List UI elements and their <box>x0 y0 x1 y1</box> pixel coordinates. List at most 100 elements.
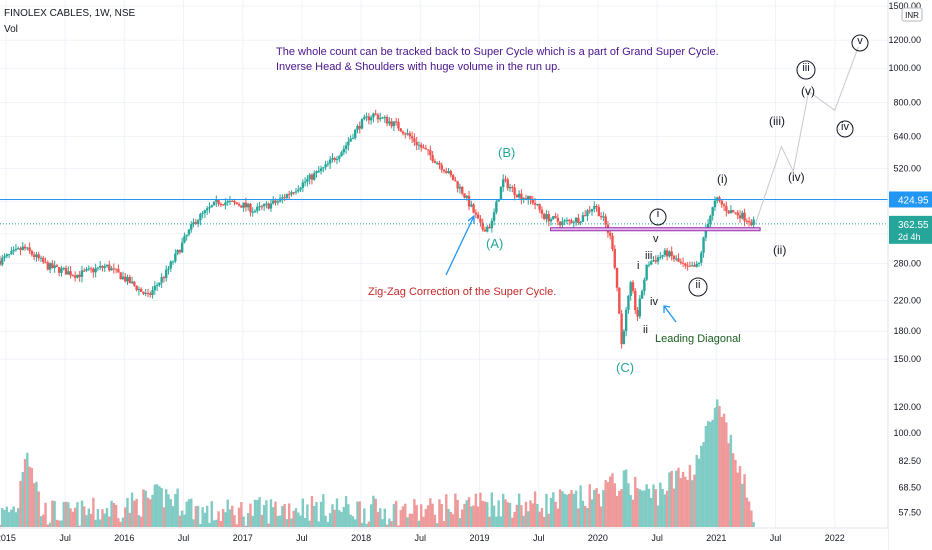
volume-bar <box>686 479 689 527</box>
candle-body <box>654 260 657 262</box>
volume-bar <box>675 470 678 527</box>
candle-body <box>572 222 575 224</box>
volume-bar <box>319 501 323 527</box>
candle-body <box>165 269 168 279</box>
volume-bar <box>565 494 569 527</box>
volume-bar <box>35 481 38 527</box>
candle-body <box>212 201 216 206</box>
volume-bar <box>399 510 402 527</box>
candle-body <box>681 262 685 264</box>
candle-body <box>326 163 330 165</box>
candle-body <box>26 247 29 249</box>
candle-body <box>734 212 737 214</box>
volume-bar <box>394 500 398 527</box>
candle-body <box>741 212 744 219</box>
volume-bar <box>58 520 61 527</box>
volume-bar <box>5 506 9 527</box>
candle-body <box>624 309 628 332</box>
candle-body <box>438 162 441 165</box>
volume-bar <box>602 490 605 527</box>
volume-bar <box>577 508 580 527</box>
volume-bar <box>201 507 204 527</box>
candle-body <box>217 200 220 204</box>
volume-bar <box>32 483 36 527</box>
candle-body <box>508 186 512 189</box>
candle-body <box>155 285 159 287</box>
candle-body <box>3 256 6 258</box>
volume-bar <box>46 524 50 527</box>
candle-body <box>713 200 717 208</box>
volume-bar <box>388 518 391 527</box>
volume-bar <box>508 502 512 527</box>
candle-body <box>80 270 84 277</box>
volume-bar <box>278 515 282 527</box>
volume-bar <box>167 494 170 527</box>
volume-bar <box>231 505 234 527</box>
candle-body <box>568 220 571 222</box>
time-tick-label: 2021 <box>706 533 726 543</box>
candle-body <box>105 264 109 267</box>
candle-body <box>672 255 676 260</box>
volume-bar <box>497 500 500 527</box>
volume-bar <box>458 518 462 527</box>
volume-bar <box>729 434 733 527</box>
volume-bar <box>513 511 516 527</box>
volume-bar <box>665 490 669 527</box>
candle-body <box>602 216 605 218</box>
note-line-1: The whole count can be tracked back to S… <box>276 46 719 58</box>
volume-bar <box>26 452 29 527</box>
candle-body <box>35 254 38 258</box>
volume-bar <box>529 500 532 527</box>
candle-body <box>349 138 352 142</box>
volume-bar <box>224 512 227 527</box>
volume-bar <box>472 505 475 527</box>
time-tick-label: Jul <box>296 533 308 543</box>
wave-label-A: (A) <box>486 236 504 251</box>
volume-bar <box>142 489 145 527</box>
volume-bar <box>590 499 594 527</box>
volume-bar <box>285 519 289 527</box>
candle-body <box>465 195 468 198</box>
volume-bar <box>435 523 439 527</box>
candle-body <box>709 215 712 224</box>
volume-bar <box>390 521 393 527</box>
candle-body <box>638 298 642 317</box>
volume-bar <box>706 421 710 527</box>
candle-body <box>351 138 355 140</box>
candle-body <box>451 175 455 181</box>
volume-bar <box>558 489 562 527</box>
volume-bar <box>381 519 384 527</box>
candle-body <box>524 198 528 200</box>
price-tick-label: 180.00 <box>893 326 921 336</box>
candle-body <box>267 203 270 209</box>
volume-bar <box>429 498 432 527</box>
volume-bar <box>413 499 416 527</box>
candle-body <box>490 220 494 229</box>
volume-bar <box>426 505 430 527</box>
volume-bar <box>415 505 418 527</box>
volume-tick-label: 82.50 <box>898 456 921 466</box>
volume-bar <box>110 500 113 527</box>
volume-bar <box>483 501 487 527</box>
volume-bar <box>659 482 662 527</box>
candle-body <box>415 142 418 146</box>
candle-body <box>313 173 316 180</box>
volume-bar <box>672 488 676 527</box>
time-tick-label: Jul <box>415 533 427 543</box>
candle-body <box>215 200 218 202</box>
resistance-price-label: 424.95 <box>898 195 929 206</box>
candle-body <box>328 159 332 164</box>
candle-body <box>356 125 359 130</box>
volume-bar <box>536 503 539 527</box>
candle-body <box>167 268 170 270</box>
time-tick-label: Jul <box>770 533 782 543</box>
candle-body <box>527 195 530 200</box>
candle-body <box>48 263 52 270</box>
volume-bar <box>588 484 591 527</box>
volume-bar <box>417 520 421 527</box>
volume-bar <box>146 497 150 527</box>
volume-bar <box>215 519 218 527</box>
candle-body <box>426 149 430 151</box>
candle-body <box>397 121 400 129</box>
